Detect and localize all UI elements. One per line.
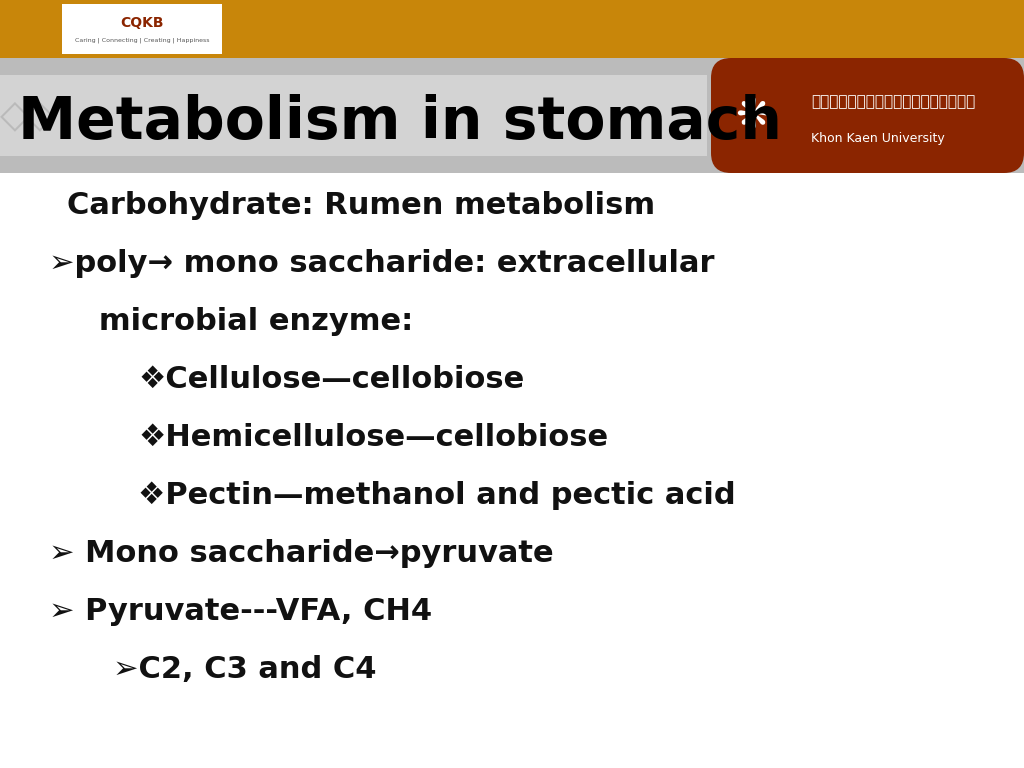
Text: CQKB: CQKB xyxy=(120,16,164,30)
Text: ➢poly→ mono saccharide: extracellular: ➢poly→ mono saccharide: extracellular xyxy=(49,249,715,277)
Bar xyxy=(0,75,707,156)
Text: ❖Hemicellulose—cellobiose: ❖Hemicellulose—cellobiose xyxy=(138,422,608,452)
Text: ◇: ◇ xyxy=(25,97,55,134)
Text: ◇: ◇ xyxy=(0,97,30,134)
Text: Caring | Connecting | Creating | Happiness: Caring | Connecting | Creating | Happine… xyxy=(75,38,209,43)
Bar xyxy=(0,58,1024,173)
Bar xyxy=(0,0,1024,58)
Text: Carbohydrate: Rumen metabolism: Carbohydrate: Rumen metabolism xyxy=(67,190,654,220)
Text: ➢ Mono saccharide→pyruvate: ➢ Mono saccharide→pyruvate xyxy=(49,538,554,568)
Text: ➢C2, C3 and C4: ➢C2, C3 and C4 xyxy=(113,654,376,684)
FancyBboxPatch shape xyxy=(711,58,1024,173)
Text: ❖Cellulose—cellobiose: ❖Cellulose—cellobiose xyxy=(138,365,524,393)
Text: microbial enzyme:: microbial enzyme: xyxy=(67,306,413,336)
Text: Khon Kaen University: Khon Kaen University xyxy=(811,132,945,145)
Text: ➢ Pyruvate---VFA, CH4: ➢ Pyruvate---VFA, CH4 xyxy=(49,597,432,625)
Text: ❖Pectin—methanol and pectic acid: ❖Pectin—methanol and pectic acid xyxy=(138,481,736,509)
Text: มหาวิทยาลัยขอนแก่น: มหาวิทยาลัยขอนแก่น xyxy=(811,94,975,109)
Text: ❋: ❋ xyxy=(735,94,770,137)
Bar xyxy=(62,4,222,54)
Text: Metabolism in stomach: Metabolism in stomach xyxy=(18,94,782,151)
